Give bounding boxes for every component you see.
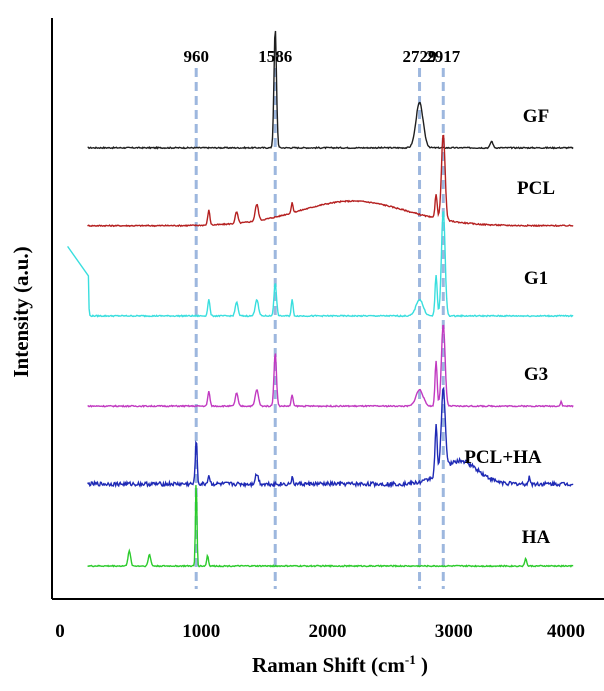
series-line-gf xyxy=(87,30,574,150)
series-labels: GF PCL G1 G3 PCL+HA HA xyxy=(464,106,555,548)
series-line-g1 xyxy=(67,211,574,318)
series-label-g3: G3 xyxy=(524,364,548,385)
series-label-pcl-ha: PCL+HA xyxy=(464,447,542,468)
series-line-g3 xyxy=(87,324,574,408)
series-line-ha xyxy=(87,485,574,568)
peak-label-2917: 2917 xyxy=(426,47,461,66)
x-tick-label-4000: 4000 xyxy=(547,621,585,642)
x-tick-labels: 0 1000 2000 3000 4000 xyxy=(55,621,585,642)
series-label-pcl: PCL xyxy=(517,178,555,199)
peak-label-1586: 1586 xyxy=(258,47,292,66)
x-axis-title: Raman Shift (cm-1 ) xyxy=(252,652,428,677)
peak-label-960: 960 xyxy=(183,47,209,66)
series-label-g1: G1 xyxy=(524,268,548,289)
series-line-pcl-ha xyxy=(87,386,574,489)
peak-label-2729: 2729 xyxy=(403,47,437,66)
series-label-gf: GF xyxy=(523,106,549,127)
series-line-pcl xyxy=(87,134,574,228)
x-tick-label-3000: 3000 xyxy=(435,621,473,642)
series-label-ha: HA xyxy=(522,527,551,548)
reference-lines xyxy=(194,68,445,589)
x-tick-label-1000: 1000 xyxy=(182,621,220,642)
y-axis-title: Intensity (a.u.) xyxy=(9,246,33,377)
x-tick-label-2000: 2000 xyxy=(309,621,347,642)
x-tick-label-0: 0 xyxy=(55,621,65,642)
series-lines xyxy=(67,30,574,568)
